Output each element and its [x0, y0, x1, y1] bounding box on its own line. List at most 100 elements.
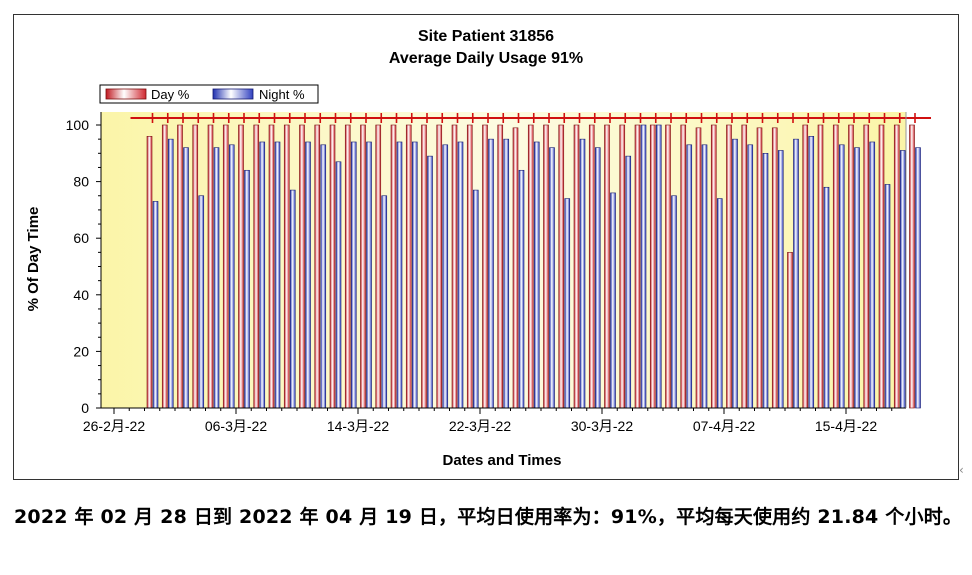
bar-day — [375, 124, 382, 409]
bar-day — [512, 127, 519, 409]
bar-day — [558, 124, 565, 409]
bar-night — [625, 155, 632, 409]
bar-night — [289, 189, 296, 409]
bar-day — [421, 124, 427, 409]
bar-day — [436, 124, 443, 409]
bar-day — [817, 124, 824, 409]
bar-night — [366, 141, 372, 409]
bar-night — [549, 147, 555, 409]
bar-day — [497, 124, 504, 409]
bar-night — [686, 144, 693, 409]
bar-night — [427, 155, 433, 409]
x-tick-label: 30-3月-22 — [571, 418, 633, 434]
x-tick-label: 26-2月-22 — [83, 418, 145, 434]
bar-day — [787, 252, 793, 409]
bar-night — [610, 192, 616, 409]
y-axis-title: % Of Day Time — [25, 207, 42, 312]
bar-night — [793, 138, 799, 409]
bar-night — [762, 153, 769, 409]
bar-day — [238, 124, 244, 409]
bar-day — [543, 124, 549, 409]
bar-day — [665, 124, 671, 409]
bar-night — [533, 141, 540, 409]
bar-night — [396, 141, 403, 409]
bar-night — [259, 141, 266, 409]
bar-night — [838, 144, 845, 409]
bar-day — [283, 124, 290, 409]
bar-night — [594, 147, 601, 409]
bar-night — [183, 147, 189, 409]
bar-day — [619, 124, 626, 409]
bar-day — [710, 124, 717, 409]
bar-night — [884, 184, 891, 409]
bar-night — [777, 150, 784, 409]
bar-night — [899, 150, 906, 409]
bar-day — [756, 127, 763, 409]
bar-night — [671, 195, 677, 409]
bar-day — [726, 124, 732, 409]
y-tick-label: 0 — [81, 400, 89, 416]
bar-day — [588, 124, 595, 409]
bar-night — [320, 144, 327, 409]
bar-day — [146, 136, 153, 409]
y-tick-label: 80 — [73, 174, 89, 190]
bar-day — [161, 124, 168, 409]
bar-day — [878, 124, 885, 409]
bar-night — [503, 138, 510, 409]
y-tick-label: 60 — [73, 230, 89, 246]
bar-night — [915, 147, 921, 409]
bar-day — [314, 124, 321, 409]
x-tick-label: 07-4月-22 — [693, 418, 755, 434]
bar-day — [802, 124, 809, 409]
bar-day — [177, 124, 183, 409]
bar-day — [222, 124, 229, 409]
bar-day — [649, 124, 656, 409]
bar-day — [482, 124, 488, 409]
bar-day — [573, 124, 580, 409]
bar-night — [716, 198, 723, 409]
bar-day — [634, 124, 641, 409]
bar-day — [405, 124, 412, 409]
bar-night — [457, 141, 464, 409]
chart-title: Site Patient 31856 — [418, 28, 554, 45]
bar-day — [695, 127, 702, 409]
x-tick-label: 22-3月-22 — [449, 418, 511, 434]
bar-day — [863, 124, 870, 409]
bar-day — [329, 124, 336, 409]
bar-night — [335, 161, 342, 409]
bar-day — [344, 124, 351, 409]
bar-night — [244, 169, 250, 409]
chart-subtitle: Average Daily Usage 91% — [389, 50, 583, 67]
bar-night — [198, 195, 205, 409]
bar-night — [808, 136, 815, 409]
bar-night — [732, 138, 738, 409]
y-tick-label: 100 — [66, 117, 90, 133]
bar-night — [747, 144, 754, 409]
x-tick-label: 06-3月-22 — [205, 418, 267, 434]
bar-day — [527, 124, 534, 409]
bar-night — [152, 201, 159, 409]
legend-box — [99, 84, 319, 104]
bar-day — [741, 124, 748, 409]
bar-day — [192, 124, 199, 409]
x-axis-title: Dates and Times — [443, 452, 562, 469]
bar-night — [305, 141, 311, 409]
bar-day — [909, 124, 915, 409]
bar-night — [488, 138, 494, 409]
y-tick-label: 20 — [73, 343, 89, 359]
bar-night — [518, 169, 525, 409]
legend-label-day: Day % — [151, 87, 190, 102]
scroll-handle-icon: ‹ — [959, 463, 964, 477]
bar-day — [268, 124, 275, 409]
chart-caption: 2022 年 02 月 28 日到 2022 年 04 月 19 日，平均日使用… — [14, 506, 963, 528]
bar-night — [854, 147, 860, 409]
bar-day — [253, 124, 260, 409]
bar-day — [604, 124, 610, 409]
bar-day — [299, 124, 305, 409]
legend-label-night: Night % — [259, 87, 305, 102]
bar-day — [207, 124, 214, 409]
bar-day — [390, 124, 397, 409]
bar-night — [442, 144, 449, 409]
legend-swatch-night — [212, 88, 254, 100]
bar-night — [640, 124, 647, 409]
